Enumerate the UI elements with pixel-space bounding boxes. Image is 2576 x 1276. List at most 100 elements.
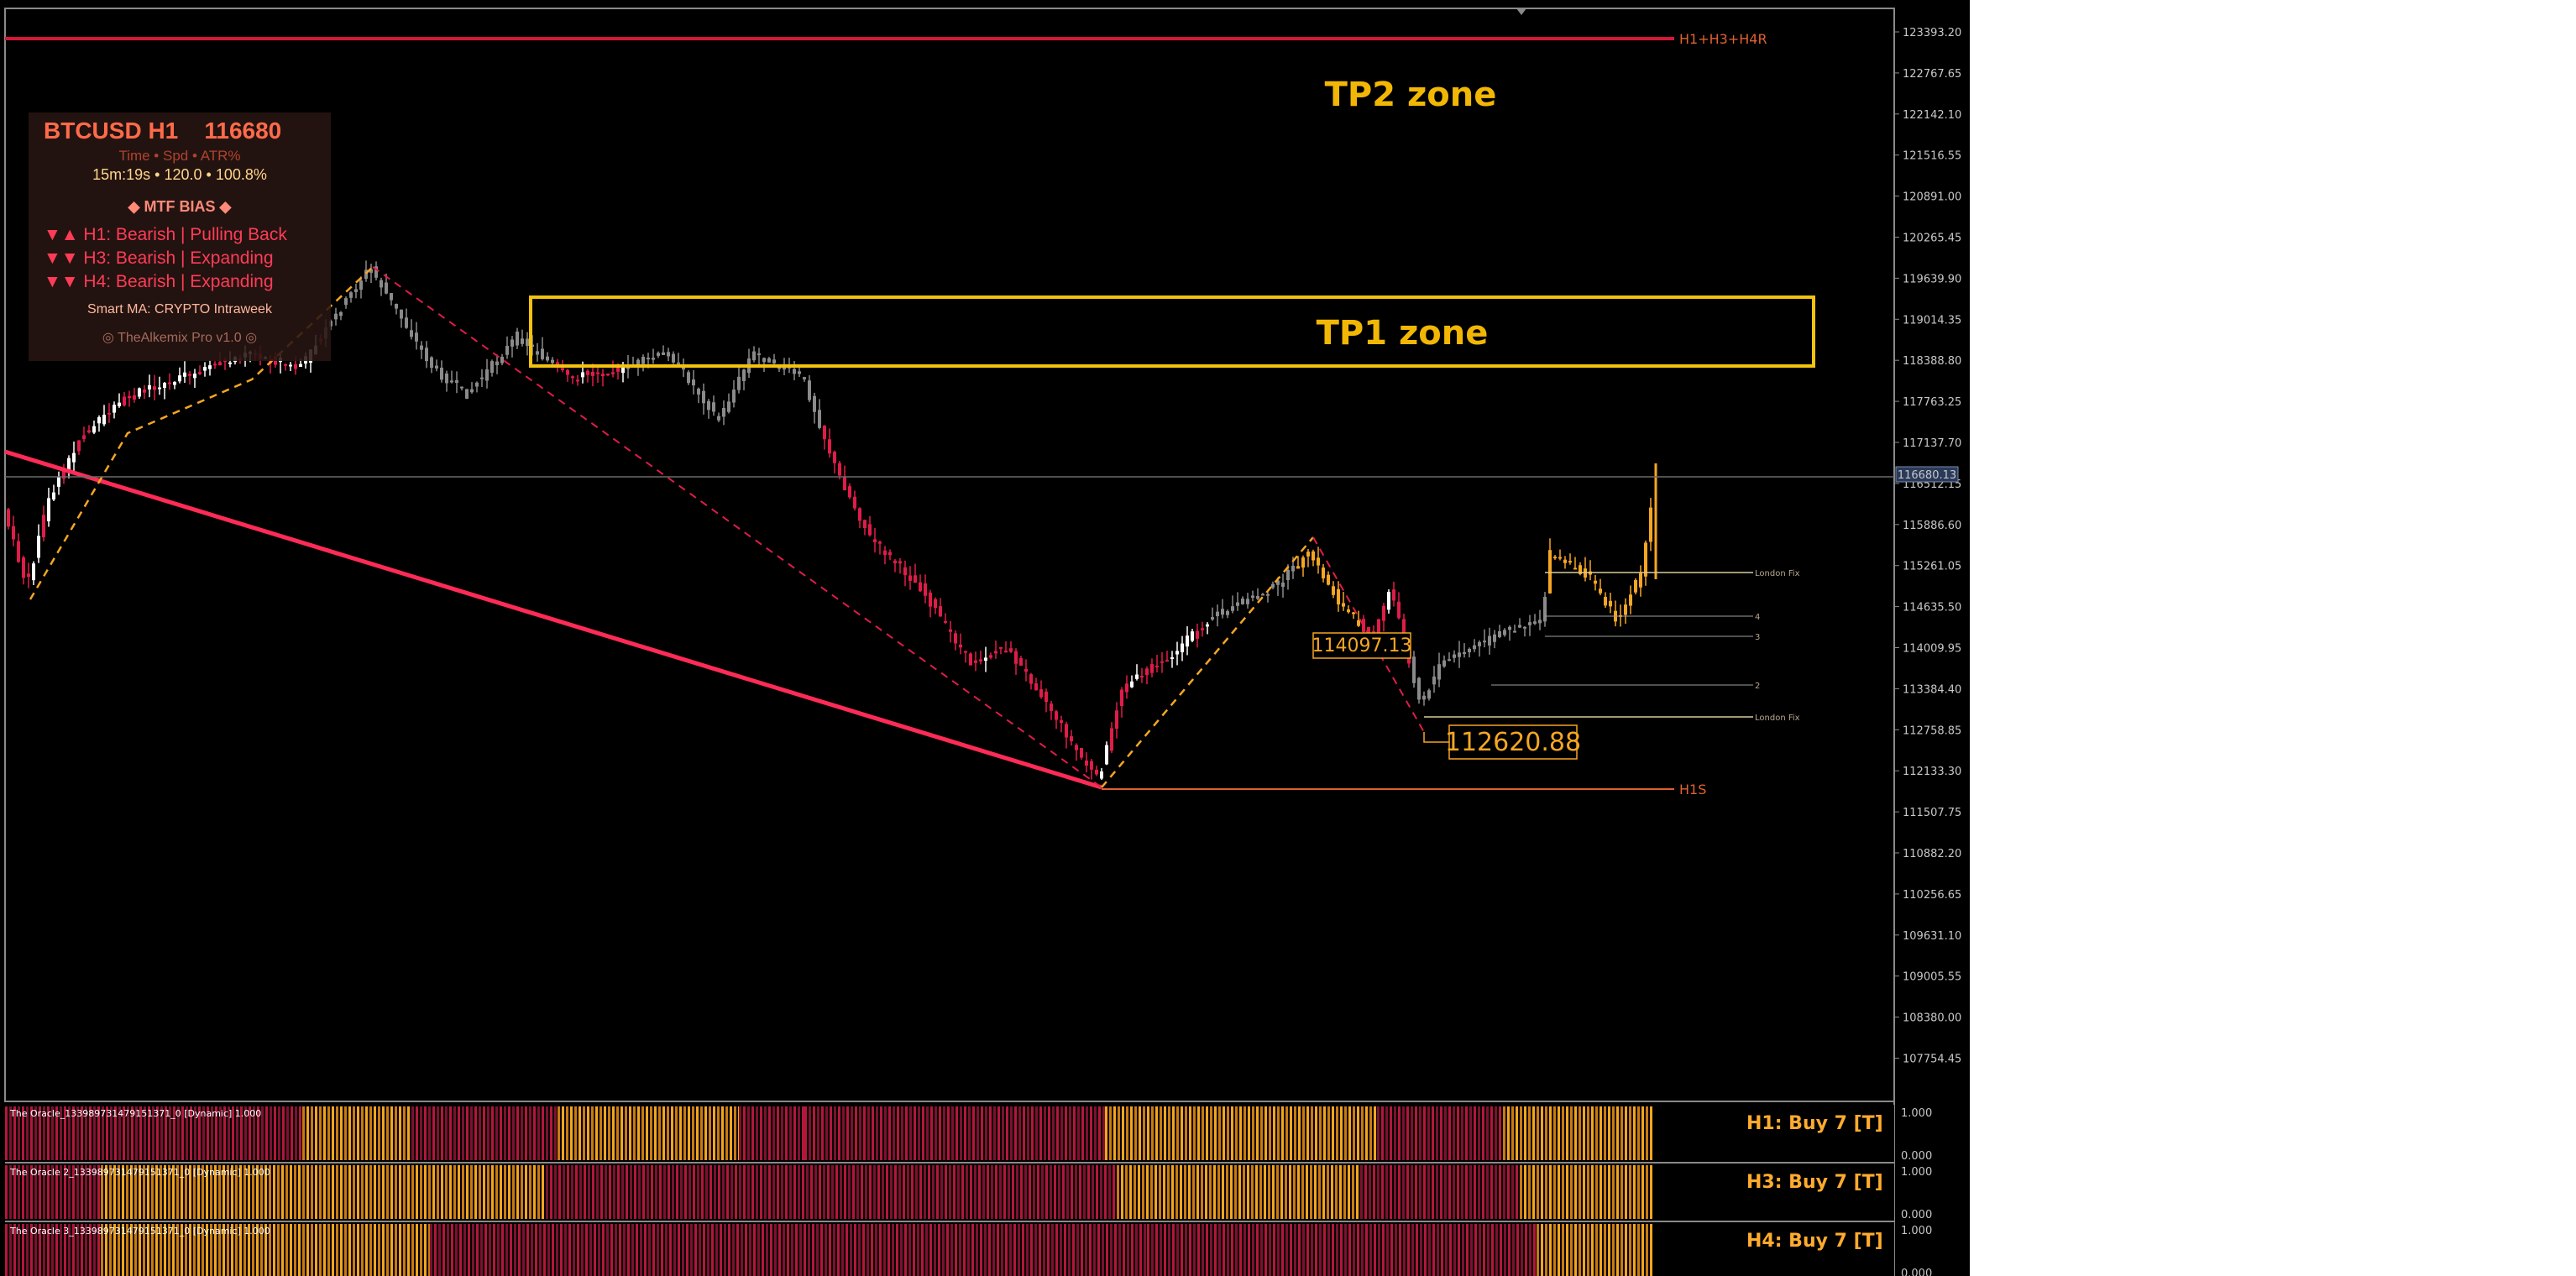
oscillator-bar	[206, 1224, 208, 1276]
oscillator-bar	[1311, 1224, 1313, 1276]
oscillator-bar	[248, 1224, 250, 1276]
oscillator-bar	[273, 1224, 275, 1276]
oscillator-bar	[218, 1165, 221, 1219]
oscillator-bar	[1144, 1224, 1146, 1276]
oscillator-bar	[512, 1106, 515, 1160]
candle-body	[480, 377, 484, 379]
oscillator-bar	[993, 1106, 996, 1160]
candle-body	[662, 352, 665, 355]
candle-body	[898, 561, 902, 564]
oscillator-bar	[235, 1224, 238, 1276]
oscillator-bar	[1541, 1165, 1543, 1219]
oscillator-bar	[709, 1165, 712, 1219]
oscillator-bar	[505, 1224, 508, 1276]
oscillator-bar	[615, 1224, 617, 1276]
candle-body	[818, 410, 821, 428]
oscillator-bar	[253, 1106, 255, 1160]
oscillator-bar	[1210, 1106, 1212, 1160]
oscillator-bar	[1020, 1165, 1023, 1219]
oscillator-bar	[1306, 1165, 1308, 1219]
oscillator-bar	[390, 1224, 393, 1276]
oscillator-bar	[791, 1224, 793, 1276]
candle-body	[903, 567, 907, 576]
oscillator-bar	[550, 1165, 552, 1219]
oscillator-bar	[441, 1106, 443, 1160]
oscillator-bar	[546, 1106, 548, 1160]
oscillator-bar	[181, 1165, 183, 1219]
candle-body	[1246, 599, 1249, 604]
candle-body	[526, 338, 529, 347]
oscillator-bar	[198, 1106, 201, 1160]
shift-marker-icon[interactable]	[1516, 8, 1526, 15]
oscillator-bar	[118, 1165, 120, 1219]
swing-low-box[interactable]	[1448, 724, 1578, 760]
candle-body	[92, 426, 96, 433]
brand-label: ◎ TheAlkemix Pro v1.0 ◎	[102, 331, 258, 345]
oscillator-bar	[1277, 1106, 1280, 1160]
tp1-zone-label: TP1 zone	[1317, 314, 1489, 353]
oscillator-bar	[1315, 1106, 1317, 1160]
oscillator-bar	[640, 1224, 642, 1276]
oscillator-bar	[311, 1165, 313, 1219]
candle-body	[435, 365, 438, 369]
oscillator-bar	[1457, 1165, 1459, 1219]
oscillator-bar	[743, 1106, 746, 1160]
oscillator-bar	[1041, 1165, 1044, 1219]
oscillator-bar	[223, 1106, 226, 1160]
oscillator-bar	[512, 1165, 515, 1219]
candle-body	[1266, 594, 1270, 596]
candle-body	[410, 330, 413, 337]
oscillator-bar	[1378, 1224, 1380, 1276]
oscillator-bar	[282, 1106, 285, 1160]
oscillator-bar	[1361, 1106, 1364, 1160]
oscillator-bar	[374, 1224, 376, 1276]
oscillator-bar	[93, 1106, 96, 1160]
oscillator-bar	[1453, 1165, 1455, 1219]
candle-body	[541, 348, 544, 359]
candle-body	[47, 498, 50, 521]
oscillator-bar	[462, 1106, 464, 1160]
oscillator-bar	[1323, 1106, 1326, 1160]
swing-mid-box[interactable]	[1312, 632, 1411, 659]
oscillator-pane[interactable]	[5, 1222, 1894, 1276]
oscillator-bar	[562, 1106, 564, 1160]
oscillator-bar	[281, 1165, 284, 1219]
oscillator-bar	[105, 1165, 107, 1219]
oscillator-bar	[164, 1224, 166, 1276]
oscillator-bar	[1411, 1224, 1414, 1276]
candle-body	[893, 560, 897, 564]
oscillator-bar	[1104, 1165, 1107, 1219]
candle-body	[505, 345, 509, 355]
oscillator-bar	[495, 1165, 498, 1219]
oscillator-bar	[913, 1224, 915, 1276]
oscillator-bar	[1039, 1106, 1042, 1160]
oscillator-bar	[1176, 1224, 1179, 1276]
candle-body	[1649, 507, 1652, 542]
oscillator-bar	[865, 1165, 867, 1219]
oscillator-bar	[1001, 1224, 1003, 1276]
oscillator-bar	[798, 1165, 800, 1219]
candle-body	[828, 439, 831, 454]
oscillator-bar	[458, 1165, 460, 1219]
candle-body	[1629, 594, 1632, 606]
oscillator-bar	[491, 1106, 494, 1160]
oscillator-bar	[1641, 1106, 1644, 1160]
support-trendline[interactable]	[4, 449, 1102, 790]
oscillator-bar	[1579, 1224, 1581, 1276]
oscillator-bar	[1018, 1224, 1020, 1276]
swing-mid-price: 114097.13	[1312, 635, 1412, 656]
price-chart[interactable]: H1+H3+H4R TP2 zone TP1 zone H1S London F…	[0, 0, 1970, 1276]
oscillator-bar	[947, 1106, 950, 1160]
tp1-zone-box[interactable]	[529, 295, 1815, 368]
oscillator-bar	[558, 1165, 561, 1219]
oscillator-bar	[867, 1106, 870, 1160]
oscillator-bar	[197, 1224, 200, 1276]
candle-body	[113, 405, 116, 413]
oscillator-bar	[1419, 1165, 1422, 1219]
oscillator-bar	[68, 1224, 71, 1276]
oscillator-bar	[64, 1224, 66, 1276]
london-fix-label-1: London Fix	[1755, 569, 1800, 578]
oscillator-bar	[491, 1165, 494, 1219]
info-panel[interactable]: BTCUSD H1 116680 Time • Spd • ATR% 15m:1…	[29, 112, 331, 361]
candle-body	[1453, 654, 1456, 658]
